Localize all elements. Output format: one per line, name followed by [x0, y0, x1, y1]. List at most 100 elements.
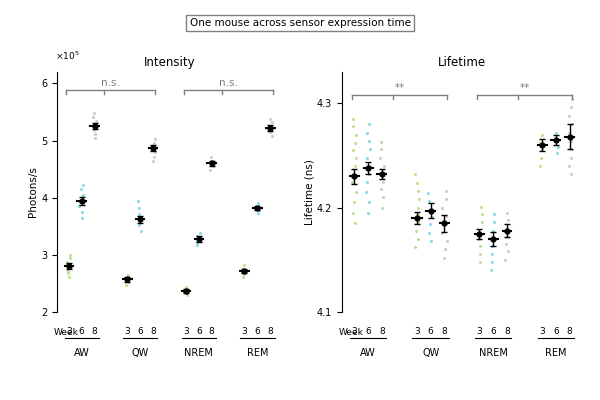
Text: 8: 8 — [504, 327, 510, 336]
Point — [64, 268, 73, 274]
Point — [500, 257, 510, 263]
Point — [566, 171, 576, 178]
Point — [379, 163, 388, 169]
Point — [437, 230, 447, 236]
Point — [377, 204, 387, 211]
Point — [376, 154, 385, 161]
Text: 8: 8 — [92, 327, 97, 336]
Point — [208, 163, 217, 170]
Point — [365, 163, 375, 169]
Text: 8: 8 — [150, 327, 156, 336]
Point — [124, 274, 133, 280]
Point — [79, 182, 88, 188]
Point — [181, 289, 191, 296]
Point — [350, 163, 360, 169]
Text: 6: 6 — [196, 327, 202, 336]
Text: $\times 10^5$: $\times 10^5$ — [55, 50, 79, 62]
Point — [413, 204, 423, 211]
Point — [488, 228, 497, 234]
Point — [193, 236, 202, 242]
Point — [475, 250, 484, 257]
Text: Week: Week — [53, 328, 79, 337]
Point — [502, 234, 512, 240]
Text: Week: Week — [338, 328, 363, 336]
Text: 6: 6 — [553, 327, 559, 336]
Point — [365, 146, 375, 152]
Point — [91, 130, 100, 137]
Point — [567, 121, 577, 127]
Point — [362, 178, 371, 185]
Text: AW: AW — [74, 348, 89, 358]
Point — [352, 189, 361, 195]
Point — [90, 121, 100, 128]
Text: 8: 8 — [379, 327, 385, 336]
Point — [424, 198, 434, 204]
Point — [441, 221, 451, 228]
Point — [65, 254, 74, 261]
Point — [412, 180, 422, 186]
Text: 3: 3 — [242, 327, 247, 336]
Text: n.s.: n.s. — [218, 78, 238, 88]
Text: 8: 8 — [268, 327, 273, 336]
Point — [122, 277, 131, 284]
Point — [196, 230, 205, 236]
Point — [193, 233, 202, 239]
Title: Lifetime: Lifetime — [438, 56, 486, 70]
Point — [564, 113, 574, 119]
Point — [475, 228, 484, 234]
Point — [552, 150, 562, 156]
Point — [536, 154, 546, 161]
Point — [441, 196, 451, 202]
Point — [566, 104, 576, 111]
Text: REM: REM — [247, 348, 268, 358]
Point — [205, 167, 215, 174]
Point — [477, 211, 487, 217]
Point — [121, 281, 130, 288]
Text: NREM: NREM — [184, 348, 213, 358]
Point — [537, 132, 547, 138]
Text: QW: QW — [422, 348, 439, 358]
Point — [424, 230, 434, 236]
Point — [352, 154, 361, 161]
Point — [378, 194, 388, 200]
Point — [254, 207, 264, 214]
Point — [564, 129, 574, 136]
Title: Intensity: Intensity — [143, 56, 196, 70]
Point — [476, 259, 485, 265]
Y-axis label: Photons/s: Photons/s — [28, 166, 38, 218]
Point — [76, 186, 86, 192]
Point — [566, 154, 576, 161]
Point — [239, 262, 249, 268]
Text: One mouse across sensor expression time: One mouse across sensor expression time — [190, 18, 410, 28]
Point — [437, 204, 447, 211]
Point — [349, 210, 358, 216]
Point — [425, 206, 434, 213]
Point — [424, 190, 433, 196]
Point — [566, 146, 576, 152]
Point — [490, 211, 499, 217]
Point — [440, 246, 450, 252]
Point — [267, 119, 277, 126]
Text: NREM: NREM — [479, 348, 508, 358]
Point — [413, 219, 422, 226]
Point — [535, 163, 545, 169]
Text: AW: AW — [361, 348, 376, 358]
Point — [439, 254, 449, 261]
Point — [253, 202, 263, 209]
Point — [553, 144, 563, 150]
Point — [487, 259, 497, 265]
Point — [364, 210, 373, 216]
Point — [134, 205, 143, 211]
Point — [193, 239, 202, 246]
Point — [425, 221, 435, 228]
Point — [149, 153, 158, 160]
Point — [352, 132, 361, 138]
Point — [149, 140, 159, 147]
Point — [267, 133, 277, 139]
Point — [427, 214, 437, 220]
Point — [64, 273, 74, 280]
Point — [364, 121, 373, 127]
Point — [136, 228, 146, 234]
Point — [348, 147, 358, 154]
Point — [487, 250, 497, 257]
